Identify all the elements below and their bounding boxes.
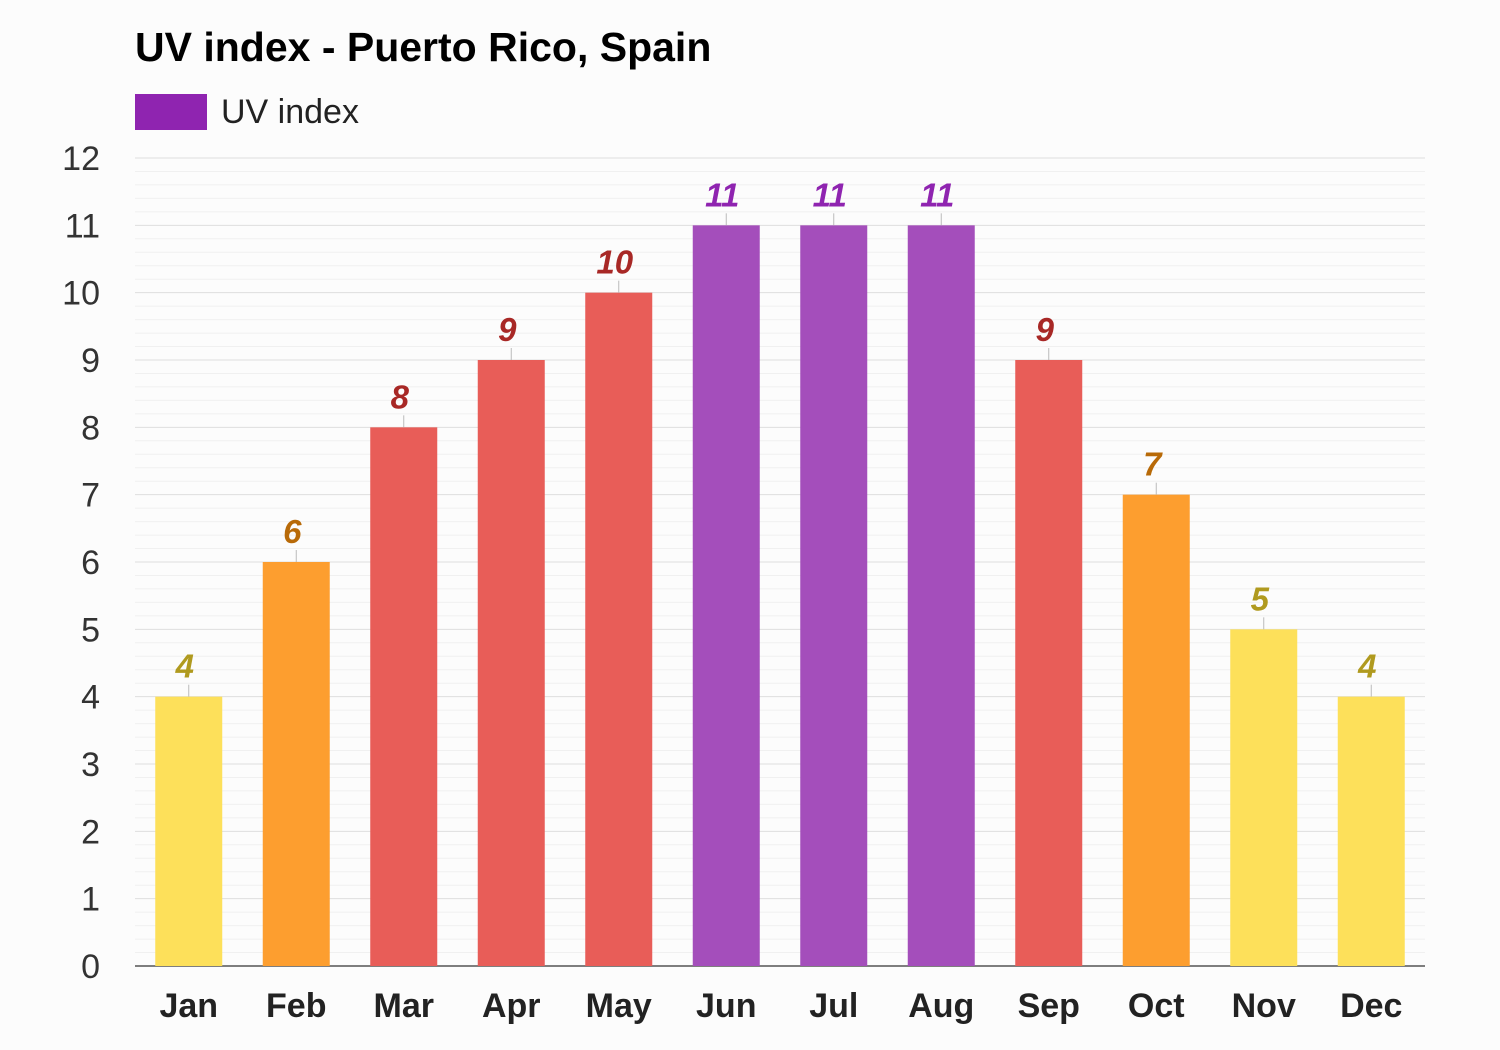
data-label-sep: 9 — [1036, 311, 1055, 348]
y-tick-label: 4 — [81, 679, 100, 717]
grid-lines — [135, 157, 1425, 967]
bar-dec — [1337, 696, 1405, 966]
data-label-may: 10 — [596, 244, 633, 281]
data-label-dec: 4 — [1357, 648, 1376, 685]
bar-sep — [1015, 360, 1083, 966]
bars — [155, 225, 1405, 967]
x-axis: Jan Feb Mar Apr May Jun Jul Aug Sep Oct Nov Dec — [159, 987, 1402, 1025]
data-label-feb: 6 — [283, 513, 302, 550]
y-tick-label: 2 — [81, 813, 100, 851]
bar-jun — [692, 225, 760, 967]
data-label-aug: 11 — [920, 176, 954, 213]
legend: UV index — [135, 92, 359, 132]
data-label-apr: 9 — [498, 311, 517, 348]
x-tick-label-feb: Feb — [266, 987, 326, 1025]
y-tick-label: 10 — [62, 275, 100, 313]
x-tick-label-apr: Apr — [482, 987, 541, 1025]
data-label-jan: 4 — [175, 648, 194, 685]
x-tick-label-jun: Jun — [696, 987, 756, 1025]
y-tick-label: 6 — [81, 544, 100, 582]
y-tick-label: 0 — [81, 948, 100, 986]
y-tick-label: 12 — [62, 140, 100, 178]
bar-may — [585, 292, 653, 967]
bar-jan — [155, 696, 223, 966]
chart-title: UV index - Puerto Rico, Spain — [135, 24, 712, 70]
x-tick-label-sep: Sep — [1018, 987, 1080, 1025]
bar-jul — [800, 225, 868, 967]
y-tick-label: 11 — [65, 207, 100, 245]
data-label-oct: 7 — [1143, 446, 1163, 483]
x-tick-label-oct: Oct — [1128, 987, 1185, 1025]
bar-oct — [1122, 494, 1190, 966]
x-tick-label-jan: Jan — [159, 987, 218, 1025]
data-labels: 4 6 8 9 10 11 11 11 9 7 5 4 — [175, 176, 1376, 697]
data-label-jun: 11 — [705, 176, 739, 213]
data-label-jul: 11 — [813, 176, 847, 213]
bar-aug — [907, 225, 975, 967]
legend-label-uv-index: UV index — [221, 92, 359, 131]
y-tick-label: 9 — [81, 342, 100, 380]
x-tick-label-nov: Nov — [1232, 987, 1296, 1025]
y-tick-label: 8 — [81, 409, 100, 447]
y-tick-label: 7 — [81, 477, 100, 515]
y-tick-label: 3 — [81, 746, 100, 784]
bar-feb — [262, 562, 330, 966]
legend-swatch-uv-index — [135, 94, 207, 130]
x-tick-label-mar: Mar — [374, 987, 434, 1025]
bar-nov — [1230, 629, 1298, 966]
x-tick-label-aug: Aug — [908, 987, 974, 1025]
bar-apr — [477, 360, 545, 966]
y-tick-label: 5 — [81, 611, 100, 649]
y-tick-label: 1 — [81, 881, 100, 919]
data-label-nov: 5 — [1251, 580, 1270, 617]
x-tick-label-may: May — [586, 987, 652, 1025]
data-label-mar: 8 — [391, 378, 410, 415]
x-tick-label-jul: Jul — [809, 987, 858, 1025]
x-tick-label-dec: Dec — [1340, 987, 1402, 1025]
bar-mar — [370, 427, 438, 966]
